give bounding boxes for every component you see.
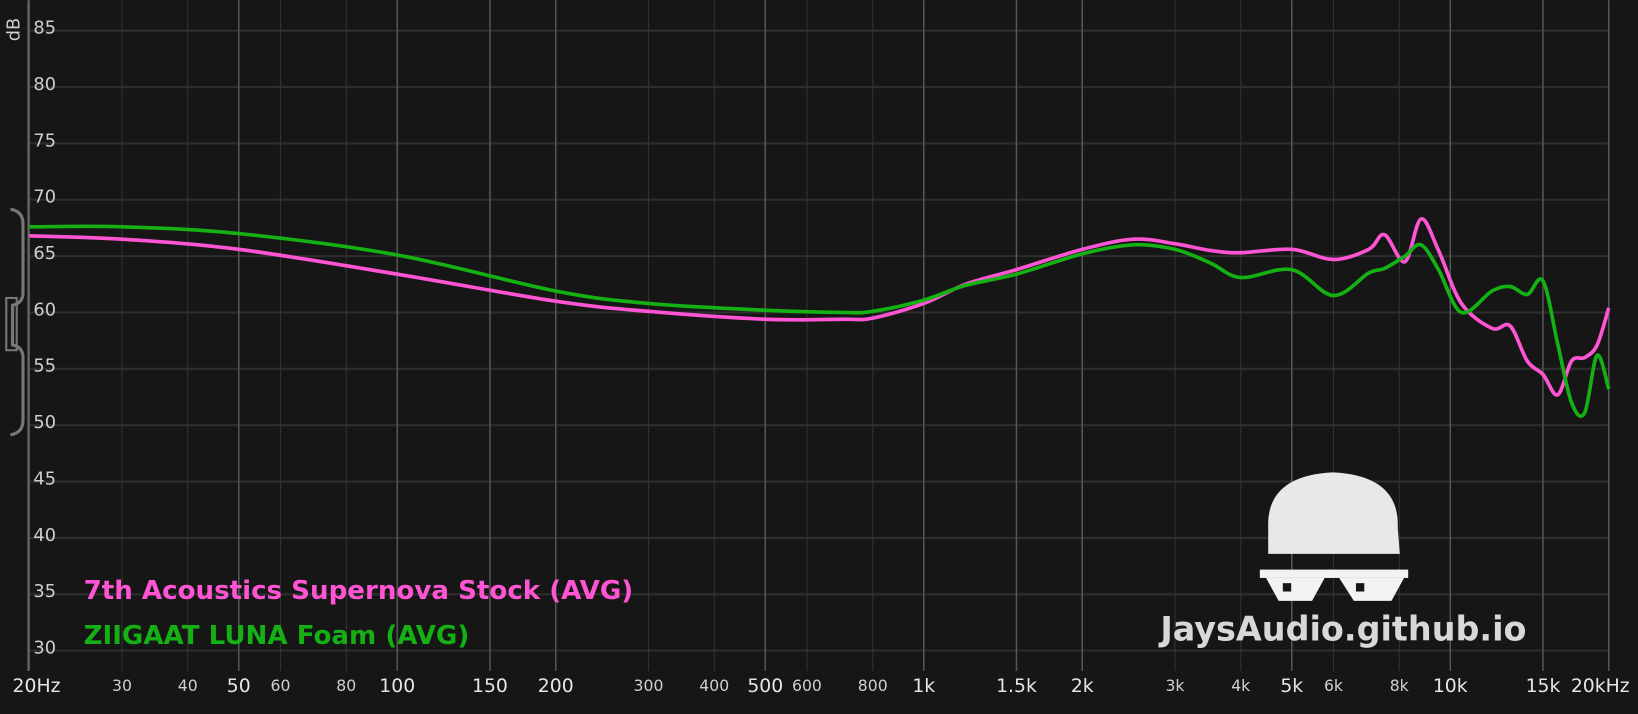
x-tick-label: 15k — [1526, 676, 1561, 697]
x-tick-label: 800 — [858, 676, 888, 695]
y-tick-label: 70 — [33, 188, 56, 208]
y-scale-handle[interactable] — [10, 207, 25, 437]
logo-pixel — [1282, 583, 1292, 592]
logo-pixel — [1355, 583, 1365, 592]
x-tick-label: 300 — [634, 676, 664, 695]
x-tick-label: 6k — [1324, 676, 1344, 695]
x-tick-label: 4k — [1231, 676, 1251, 695]
x-tick-label: 500 — [747, 676, 783, 697]
y-tick-label: 55 — [33, 357, 56, 377]
x-tick-label: 30 — [112, 676, 132, 695]
y-tick-label: 65 — [33, 244, 56, 264]
y-tick-label: 80 — [33, 75, 56, 95]
watermark: JaysAudio.github.io — [1158, 610, 1526, 649]
y-scale-grip[interactable] — [5, 296, 18, 352]
x-tick-label: 60 — [270, 676, 290, 695]
series-line — [29, 217, 1611, 397]
logo-lens — [1266, 577, 1325, 601]
x-tick-label: 8k — [1390, 676, 1410, 695]
y-axis-label: dB — [5, 18, 25, 41]
y-tick-label: 60 — [33, 300, 56, 320]
y-tick-label: 75 — [33, 131, 56, 151]
logo-lens — [1339, 577, 1404, 601]
x-tick-label: 100 — [379, 676, 415, 697]
x-tick-label: 600 — [792, 676, 822, 695]
y-tick-label: 50 — [33, 413, 56, 433]
grid — [28, 0, 1610, 671]
x-tick-label: 2k — [1071, 676, 1094, 697]
x-tick-label: 80 — [336, 676, 356, 695]
y-tick-label: 35 — [33, 582, 56, 602]
x-tick-label: 3k — [1165, 676, 1185, 695]
x-tick-label: 1k — [912, 676, 935, 697]
legend-entry: ZIIGAAT LUNA Foam (AVG) — [84, 621, 470, 651]
y-tick-label: 85 — [33, 19, 56, 39]
x-tick-label: 40 — [178, 676, 198, 695]
x-tick-label: 20Hz — [13, 676, 61, 697]
lines — [29, 217, 1611, 418]
logo — [1259, 472, 1409, 601]
x-tick-label: 400 — [699, 676, 729, 695]
logo-cap — [1268, 472, 1400, 554]
y-tick-label: 40 — [33, 526, 56, 546]
legend-entry: 7th Acoustics Supernova Stock (AVG) — [84, 576, 634, 606]
x-tick-label: 20kHz — [1571, 676, 1630, 697]
series-line — [29, 224, 1611, 418]
y-tick-label: 30 — [33, 639, 56, 659]
x-tick-label: 200 — [538, 676, 574, 697]
x-tick-label: 150 — [472, 676, 508, 697]
x-tick-label: 10k — [1433, 676, 1468, 697]
x-tick-label: 5k — [1280, 676, 1303, 697]
logo-glasses-bar — [1259, 569, 1409, 578]
y-tick-label: 45 — [33, 469, 56, 489]
x-tick-label: 1.5k — [996, 676, 1037, 697]
x-tick-label: 50 — [227, 676, 251, 697]
